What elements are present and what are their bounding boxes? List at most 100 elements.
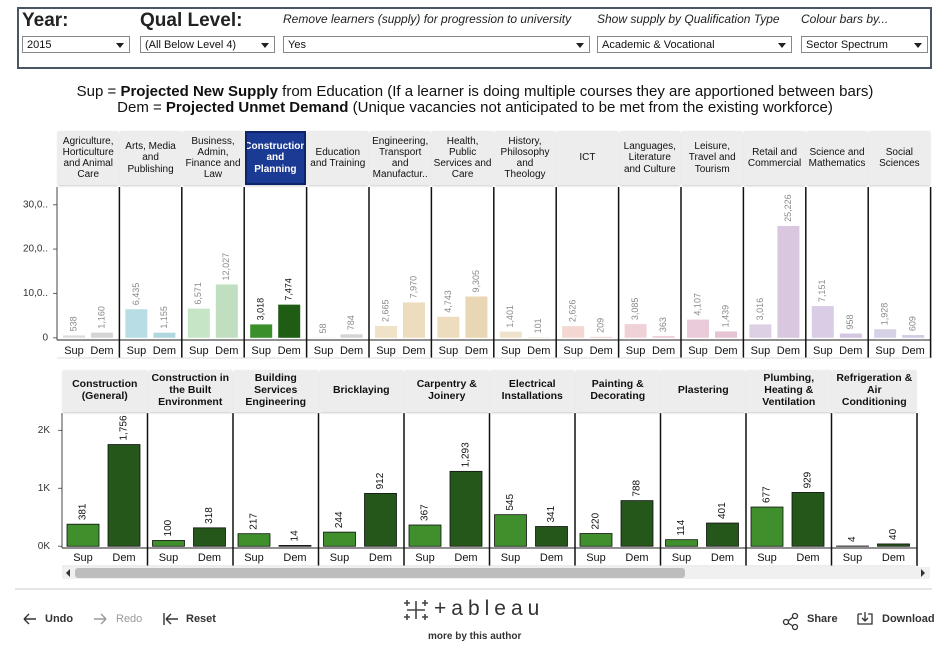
value-label: 7,970: [408, 276, 418, 299]
bar: [665, 539, 698, 547]
bar: [877, 543, 910, 547]
value-label: 7,151: [817, 280, 827, 303]
category-header: Social Sciences: [869, 131, 930, 185]
series-label: Dem: [198, 552, 221, 564]
bar: [652, 336, 675, 338]
value-label: 1,401: [505, 305, 515, 328]
tableau-logo[interactable]: +ableau: [434, 597, 545, 620]
series-label: Sup: [415, 552, 435, 564]
bar: [706, 522, 739, 547]
scroll-right[interactable]: [921, 569, 925, 577]
dropdown[interactable]: (All Below Level 4): [140, 36, 275, 53]
series-label: Sup: [439, 345, 459, 357]
redo-button[interactable]: Redo: [116, 613, 143, 625]
value-label: 12,027: [221, 253, 231, 281]
category-header: Bricklaying: [319, 370, 403, 412]
category-header: Construction in the Built Environment: [148, 370, 232, 412]
bar: [494, 514, 527, 547]
series-label: Dem: [402, 345, 425, 357]
category-header: Business, Admin, Finance and Law: [182, 131, 244, 185]
y-tick-label: 10,0..: [23, 288, 48, 299]
dropdown[interactable]: 2015: [22, 36, 130, 53]
scrollbar-thumb[interactable]: [75, 568, 685, 578]
bar: [687, 319, 709, 338]
category-header: Plumbing, Heating & Ventilation: [747, 370, 831, 412]
dropdown[interactable]: Sector Spectrum: [801, 36, 928, 53]
series-label: Dem: [283, 552, 306, 564]
series-label: Dem: [454, 552, 477, 564]
reset-icon: [163, 613, 178, 625]
series-label: Sup: [330, 552, 350, 564]
value-label: 1,928: [880, 303, 890, 326]
legend-abbr: Dem =: [117, 99, 166, 116]
share-button[interactable]: Share: [807, 613, 838, 625]
bar: [125, 309, 148, 338]
y-tick-label: 1K: [38, 483, 51, 494]
value-label: 4: [847, 536, 858, 542]
scroll-left[interactable]: [66, 569, 70, 577]
series-label: Dem: [369, 552, 392, 564]
category-header: Education and Training: [307, 131, 368, 185]
value-label: 9,305: [471, 270, 481, 293]
legend-text: from Education (If a learner is doing mu…: [278, 83, 874, 100]
value-label: 929: [803, 471, 814, 488]
value-label: 784: [346, 315, 356, 330]
category-header: Arts, Media and Publishing: [120, 131, 181, 185]
value-label: 677: [762, 486, 773, 503]
filter-label: Show supply by Qualification Type: [597, 12, 780, 26]
series-label: Dem: [839, 345, 862, 357]
value-label: 6,435: [131, 283, 141, 306]
bar: [250, 324, 273, 338]
reset-button[interactable]: Reset: [186, 613, 216, 625]
series-label: Dem: [652, 345, 675, 357]
category-header: ICT: [557, 131, 618, 185]
dropdown[interactable]: Yes: [283, 36, 590, 53]
tableau-mark: [404, 600, 428, 620]
category-header: Construction (General): [63, 370, 147, 412]
bar: [579, 533, 613, 547]
series-label: Sup: [563, 345, 583, 357]
author-link[interactable]: more by this author: [428, 631, 522, 642]
series-label: Dem: [112, 552, 135, 564]
bar: [215, 284, 238, 338]
bar: [278, 304, 301, 338]
y-tick-label: 30,0..: [23, 199, 48, 210]
value-label: 1,439: [720, 305, 730, 328]
value-label: 912: [375, 472, 386, 489]
download-button[interactable]: Download: [882, 613, 935, 625]
bar: [403, 302, 425, 338]
series-label: Dem: [882, 552, 905, 564]
bar: [340, 334, 363, 338]
value-label: 114: [676, 519, 687, 535]
series-label: Sup: [159, 552, 179, 564]
bar: [449, 470, 483, 547]
bar: [791, 492, 825, 547]
category-header: Refrigeration & Air Conditioning: [832, 370, 916, 412]
bar: [562, 326, 585, 338]
series-label: Dem: [278, 345, 301, 357]
value-label: 3,085: [630, 298, 640, 321]
legend-term: Projected New Supply: [120, 83, 278, 100]
value-label: 401: [717, 502, 728, 519]
y-tick-label: 2K: [38, 425, 51, 436]
value-label: 2,665: [380, 299, 390, 322]
category-header: Agriculture, Horticulture and Animal Car…: [58, 131, 119, 185]
category-header: Construction and Planning: [245, 131, 306, 185]
series-label: Sup: [314, 345, 334, 357]
series-label: Dem: [153, 345, 176, 357]
dropdown[interactable]: Academic & Vocational: [597, 36, 792, 53]
category-header: Building Services Engineering: [234, 370, 318, 412]
bar: [91, 332, 113, 338]
series-label: Dem: [465, 345, 488, 357]
undo-button[interactable]: Undo: [45, 613, 74, 625]
category-header: Engineering, Transport and Manufactur..: [370, 131, 431, 185]
y-tick-label: 0K: [38, 541, 51, 552]
bar: [590, 336, 613, 338]
value-label: 6,571: [193, 282, 203, 305]
value-label: 220: [591, 512, 602, 529]
bar: [193, 527, 226, 547]
filter-label: Year:: [22, 10, 69, 31]
series-label: Dem: [90, 345, 113, 357]
series-label: Dem: [902, 345, 925, 357]
